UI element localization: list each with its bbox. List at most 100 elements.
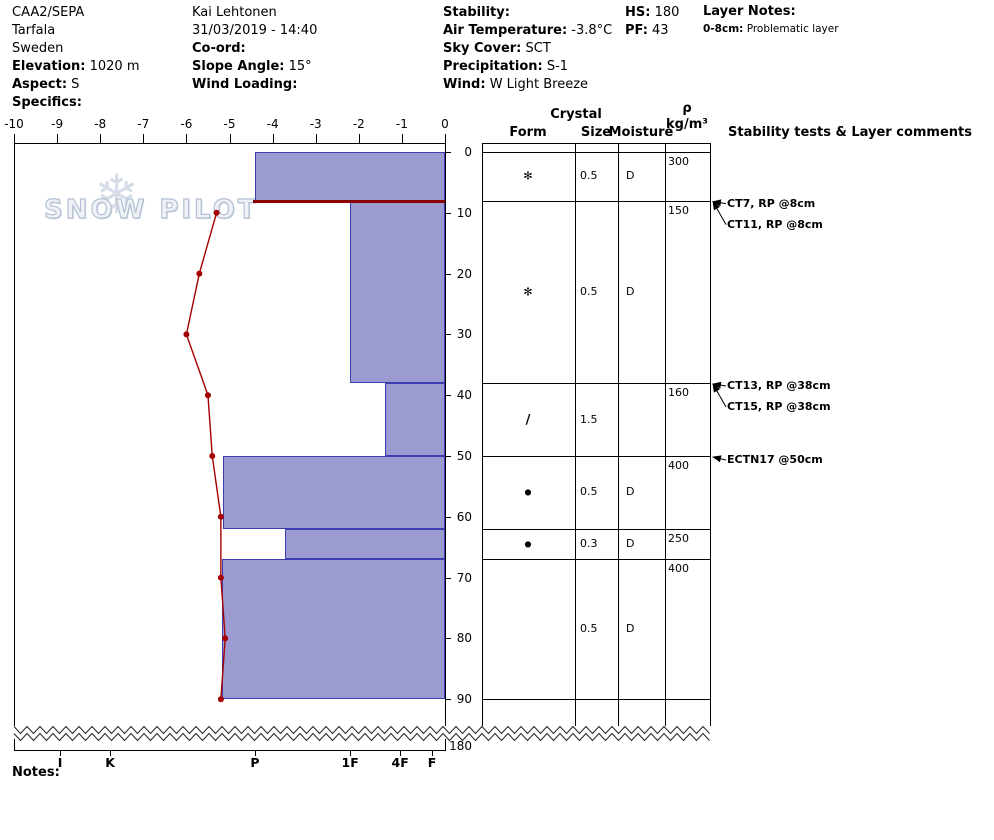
crystal-form-symbol: ●	[524, 487, 532, 497]
stability-test-arrow	[712, 455, 727, 463]
temperature-point	[204, 392, 211, 399]
table-vline	[710, 143, 711, 726]
header-value: S	[67, 77, 80, 92]
depth-axis-label: 60	[456, 509, 472, 524]
depth-label-180: 180	[449, 739, 472, 753]
notes-label: Notes:	[12, 765, 60, 780]
temp-axis-tick	[143, 134, 145, 143]
header-value: SCT	[521, 41, 551, 56]
depth-axis-label: 70	[456, 570, 472, 585]
temp-axis-label: -7	[137, 117, 150, 131]
crystal-size-value: 0.5	[580, 284, 598, 298]
header-field-precipitation: Precipitation: S-1	[443, 59, 568, 75]
depth-axis-tick	[446, 456, 451, 457]
header-value: -3.8°C	[567, 23, 613, 38]
stability-test-label: CT11, RP @8cm	[727, 217, 823, 231]
crystal-size-value: 0.5	[580, 485, 598, 499]
header-field-aspect: Aspect: S	[12, 77, 79, 93]
temp-axis-label: -8	[94, 117, 107, 131]
crystal-size-value: 0.5	[580, 622, 598, 636]
temp-axis-tick	[401, 134, 403, 143]
temp-axis-label: -3	[309, 117, 322, 131]
hardness-axis-label: I	[57, 755, 63, 770]
temp-axis-label: -10	[4, 117, 24, 131]
header-label: Aspect:	[12, 77, 68, 92]
table-surface-line	[482, 152, 710, 153]
snow-layer-bar	[254, 152, 445, 201]
table-vline	[618, 143, 619, 726]
stability-test-label: CT7, RP @8cm	[727, 196, 816, 210]
layer-note-range: 0-8cm:	[703, 23, 744, 35]
hardness-axis-label: K	[105, 755, 115, 770]
density-value: 250	[668, 531, 689, 545]
col-header-moisture: Moisture	[608, 125, 674, 140]
crystal-form-symbol: ✻	[523, 169, 533, 183]
chart-border-left	[14, 143, 15, 750]
depth-axis-tick	[446, 577, 451, 579]
depth-axis-tick	[446, 273, 451, 275]
header-field-hs: HS: 180	[625, 5, 679, 21]
hardness-axis-tick	[110, 750, 112, 756]
header-text-line: CAA2/SEPA	[12, 5, 84, 21]
snow-layer-bar	[350, 200, 445, 384]
depth-axis-tick	[446, 395, 451, 397]
problematic-layer-line	[252, 199, 445, 203]
moisture-value: D	[626, 622, 635, 636]
header-text-line: 31/03/2019 - 14:40	[192, 23, 317, 39]
table-vline	[665, 143, 666, 726]
header-field-elevation: Elevation: 1020 m	[12, 59, 139, 75]
header-field-wind: Wind: W Light Breeze	[443, 77, 588, 93]
depth-axis-label: 0	[464, 145, 472, 159]
header-field-skycover: Sky Cover: SCT	[443, 41, 551, 57]
layer-boundary-line	[482, 456, 710, 457]
depth-axis-label: 40	[456, 388, 472, 403]
depth-axis-label: 80	[456, 631, 472, 646]
header-label: Specifics:	[12, 95, 82, 110]
crystal-size-value: 0.5	[580, 169, 598, 183]
header-label: Precipitation:	[443, 59, 543, 74]
header-value: 31/03/2019 - 14:40	[192, 23, 318, 38]
header-text-line: Tarfala	[12, 23, 55, 39]
depth-axis-label: 20	[456, 266, 472, 281]
stability-test-arrow	[712, 199, 727, 207]
depth-axis-tick	[446, 699, 451, 701]
header-label: Wind Loading:	[192, 77, 298, 92]
header-value: 43	[647, 23, 669, 38]
temperature-profile-line	[185, 212, 226, 700]
temp-axis-label: -2	[352, 117, 365, 131]
header-value: Sweden	[12, 41, 64, 56]
hardness-axis-label: 4F	[391, 755, 409, 770]
temp-axis-label: -4	[266, 117, 279, 131]
moisture-value: D	[626, 485, 635, 499]
depth-scale-break-mask	[14, 726, 711, 739]
layer-note-item: 0-8cm: Problematic layer	[703, 23, 839, 35]
temp-axis-label: -1	[395, 117, 408, 131]
header-field-pf: PF: 43	[625, 23, 669, 39]
hardness-axis-tick	[60, 750, 62, 756]
header-field-slopeangle: Slope Angle: 15°	[192, 59, 312, 75]
depth-axis-tick	[446, 334, 451, 336]
temperature-point	[183, 331, 190, 338]
temp-axis-label: -9	[51, 117, 64, 131]
col-header-density-units: kg/m³	[666, 117, 708, 132]
layer-note-text: Problematic layer	[746, 23, 839, 35]
temp-axis-tick	[445, 134, 446, 143]
header-label: Sky Cover:	[443, 41, 522, 56]
stability-test-label: CT13, RP @38cm	[727, 379, 831, 393]
chart-border-top	[14, 143, 446, 144]
depth-scale-break-zigzag	[13, 725, 710, 735]
chart-border-right	[445, 143, 446, 750]
header-value: Kai Lehtonen	[192, 5, 277, 20]
header-label: Elevation:	[12, 59, 86, 74]
header-label: PF:	[625, 23, 648, 38]
hardness-axis-label: F	[427, 755, 437, 770]
density-value: 400	[668, 562, 689, 576]
stability-test-arrow	[712, 200, 727, 225]
crystal-form-symbol: ∕	[525, 412, 531, 428]
temp-axis-tick	[315, 134, 317, 143]
crystal-size-value: 1.5	[580, 412, 598, 426]
depth-scale-break-zigzag	[13, 732, 710, 742]
moisture-value: D	[626, 537, 635, 551]
header-value: 1020 m	[85, 59, 140, 74]
header-text-line: Kai Lehtonen	[192, 5, 277, 21]
